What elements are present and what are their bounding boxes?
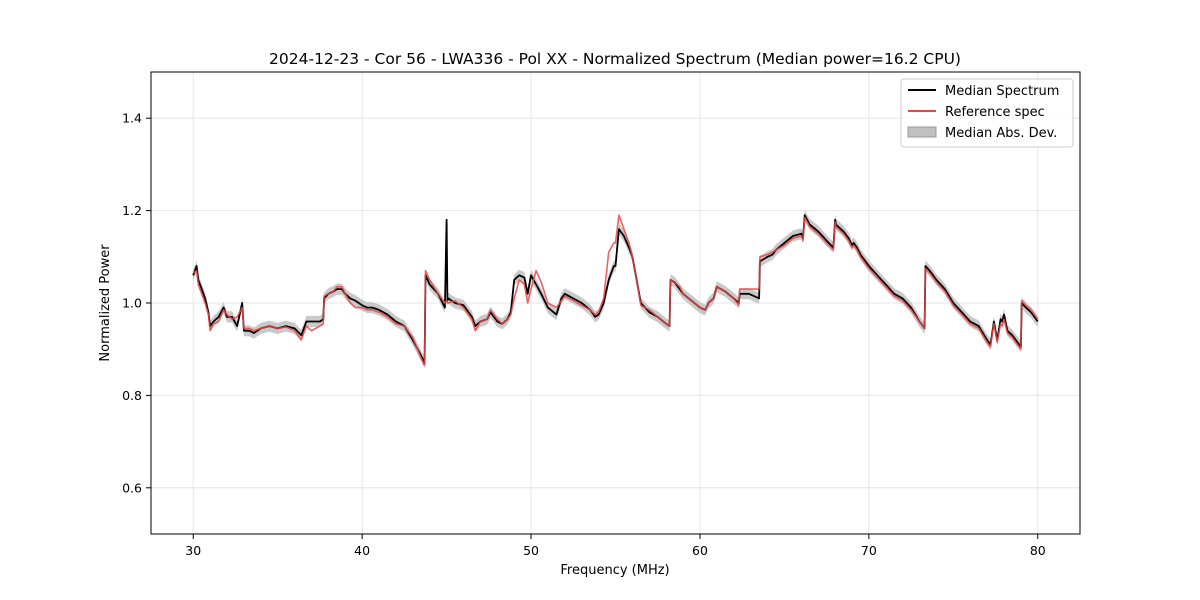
x-tick-label-4: 70 <box>861 543 877 558</box>
x-tick-label-1: 40 <box>354 543 370 558</box>
y-tick-label-2: 1.0 <box>122 296 142 311</box>
y-tick-label-4: 1.4 <box>122 111 142 126</box>
mad-band <box>193 209 1038 369</box>
y-tick-label-3: 1.2 <box>122 203 142 218</box>
legend: Median Spectrum Reference spec Median Ab… <box>900 78 1074 148</box>
x-tick-label-2: 50 <box>523 543 539 558</box>
legend-mad-swatch <box>907 126 937 138</box>
x-tick-label-3: 60 <box>692 543 708 558</box>
reference-spectrum-line <box>192 214 1039 367</box>
y-tick-label-1: 0.8 <box>122 388 142 403</box>
legend-reference-label: Reference spec <box>945 105 1045 120</box>
legend-mad-label: Median Abs. Dev. <box>945 126 1057 141</box>
legend-median-label: Median Spectrum <box>945 84 1059 99</box>
legend-frame <box>900 78 1074 148</box>
x-axis-label: Frequency (MHz) <box>560 563 669 578</box>
y-axis-label: Normalized Power <box>98 244 113 362</box>
chart-title: 2024-12-23 - Cor 56 - LWA336 - Pol XX - … <box>269 50 961 68</box>
y-tick-label-0: 0.6 <box>122 480 142 495</box>
x-tick-label-5: 80 <box>1030 543 1046 558</box>
x-tick-label-0: 30 <box>185 543 201 558</box>
